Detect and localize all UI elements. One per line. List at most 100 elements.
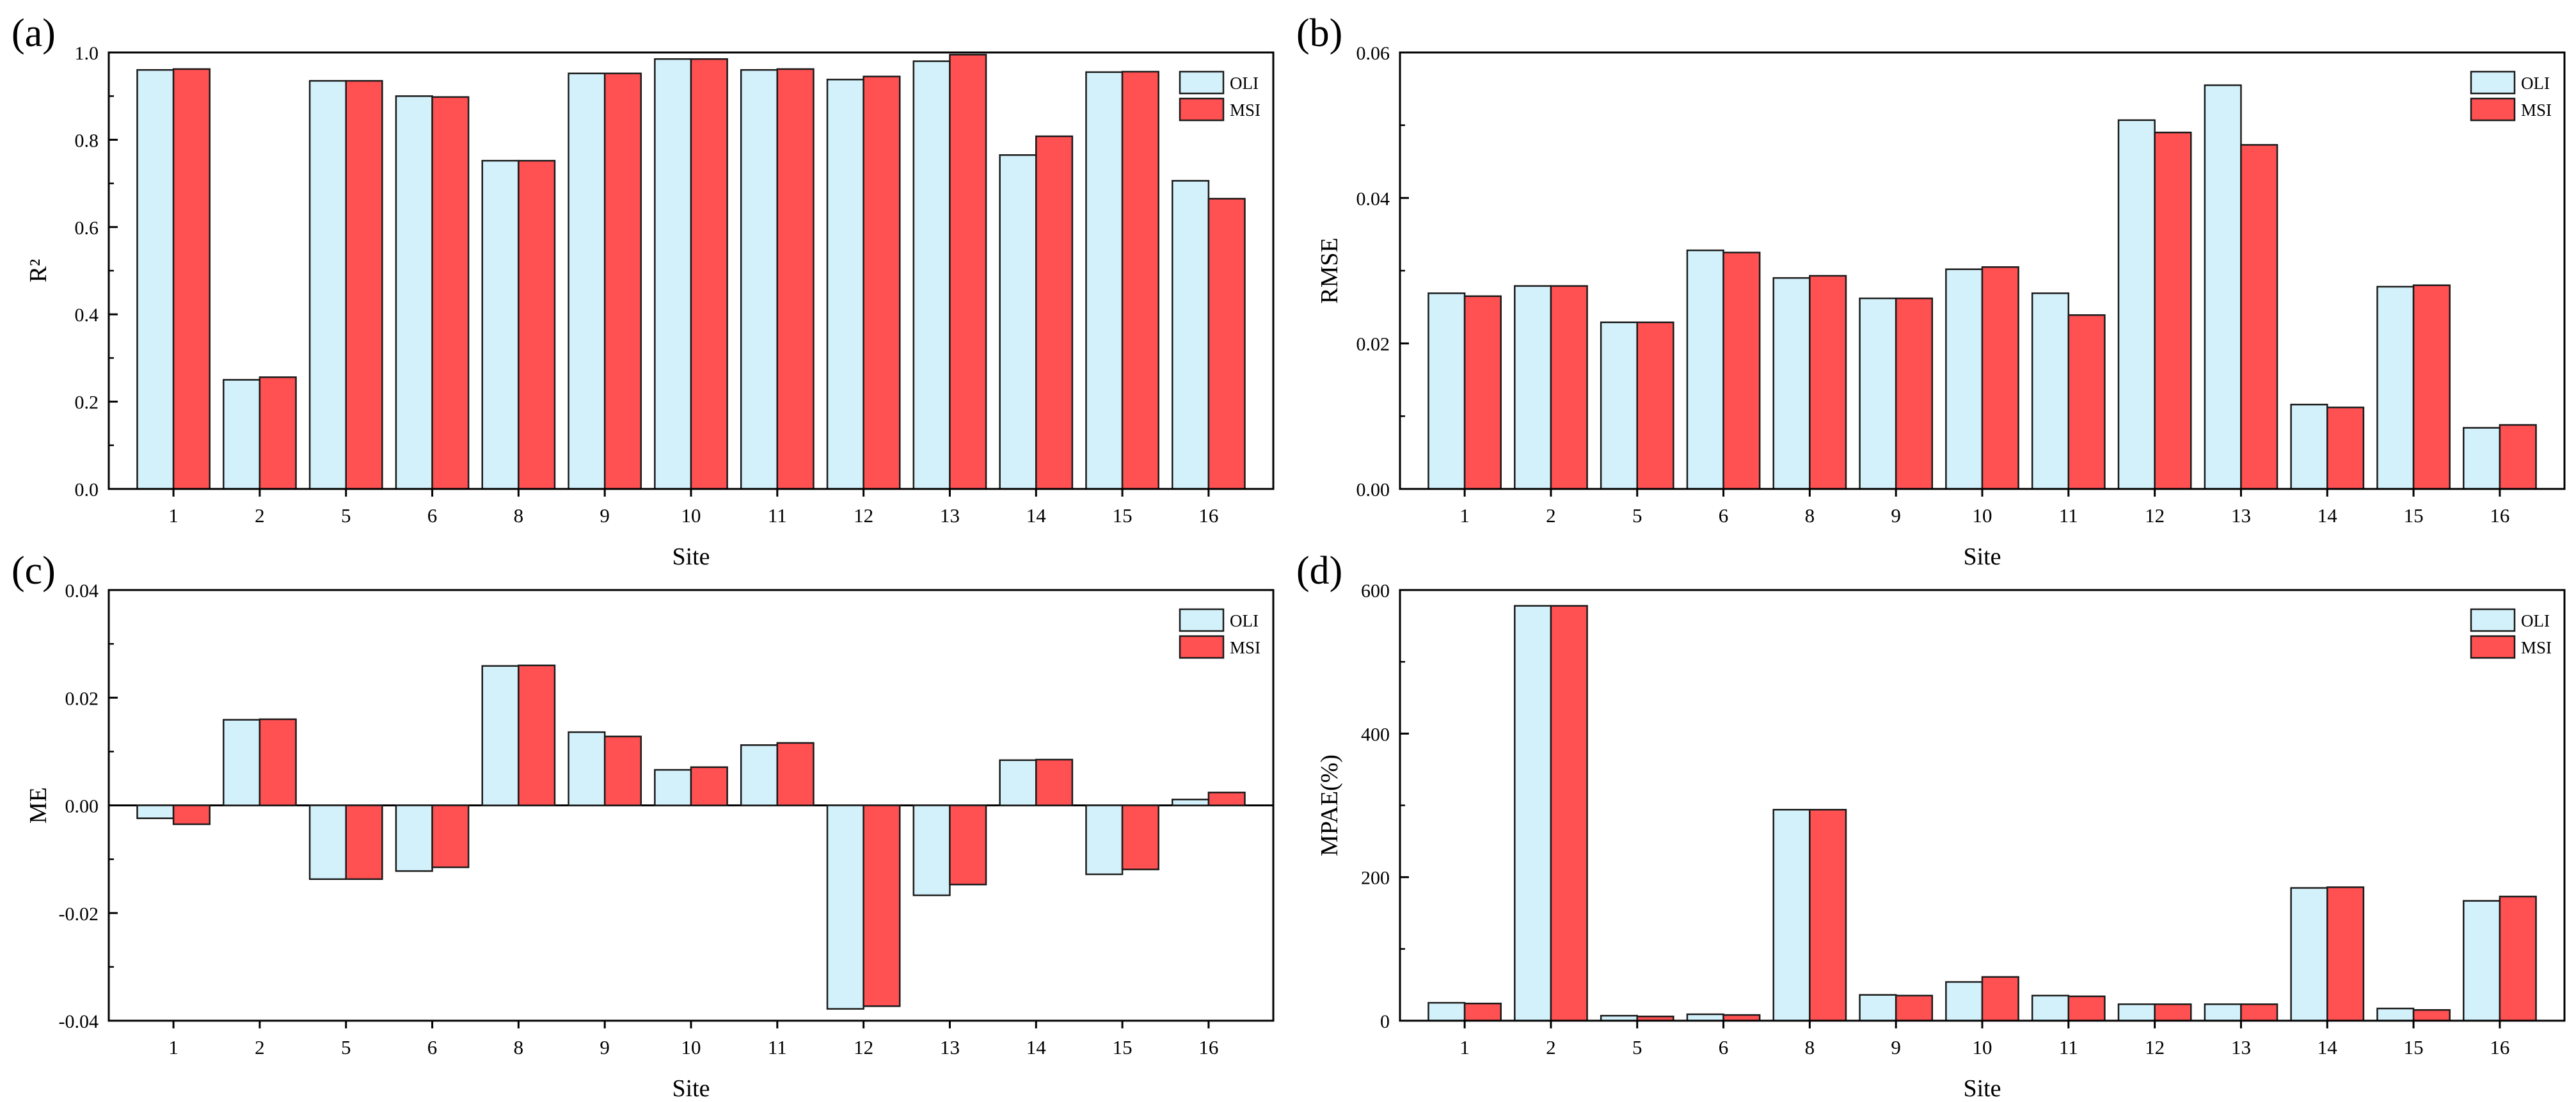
x-tick-label: 14 — [2318, 504, 2338, 527]
legend-swatch-oli — [2470, 70, 2516, 95]
bar-oli-site-8 — [481, 665, 520, 806]
x-tick-label: 9 — [600, 1036, 610, 1058]
legend-swatch-oli — [2470, 608, 2516, 632]
x-tick-label: 16 — [2490, 504, 2509, 527]
bar-oli-site-6 — [1686, 249, 1724, 490]
y-axis-title: ME — [25, 787, 52, 824]
bar-msi-site-9 — [1895, 297, 1934, 490]
bar-oli-site-2 — [223, 379, 261, 490]
bar-oli-site-8 — [1772, 277, 1811, 490]
x-tick-label: 9 — [1891, 504, 1901, 527]
bar-oli-site-9 — [568, 731, 606, 806]
legend-label-oli: OLI — [2521, 74, 2550, 93]
bar-oli-site-13 — [912, 60, 951, 490]
x-tick-label: 8 — [1805, 1036, 1815, 1058]
x-axis-title: Site — [1963, 1075, 2001, 1102]
x-tick-label: 12 — [2145, 1036, 2165, 1058]
bar-msi-site-15 — [2412, 1009, 2451, 1022]
bar-msi-site-14 — [2326, 886, 2365, 1022]
y-tick-label: 0.02 — [65, 688, 99, 709]
legend-swatch-msi — [1179, 635, 1225, 659]
bar-msi-site-11 — [2067, 995, 2106, 1022]
legend-label-msi: MSI — [1230, 100, 1260, 120]
bar-msi-site-16 — [2499, 424, 2537, 490]
panel-label: (c) — [12, 549, 56, 593]
bar-oli-site-1 — [1427, 1002, 1466, 1022]
bar-msi-site-15 — [2412, 284, 2451, 490]
bar-oli-site-14 — [2290, 403, 2328, 490]
bar-oli-site-13 — [912, 804, 951, 897]
bar-msi-site-13 — [2240, 1003, 2278, 1022]
bar-oli-site-8 — [481, 159, 520, 490]
y-tick-label: 0.04 — [65, 580, 99, 602]
bar-msi-site-2 — [1550, 605, 1588, 1022]
x-tick-label: 10 — [681, 504, 701, 527]
bar-msi-site-14 — [1035, 135, 1074, 490]
bar-oli-site-16 — [1172, 798, 1210, 806]
x-tick-label: 1 — [1459, 504, 1470, 527]
bar-msi-site-11 — [776, 742, 815, 806]
bar-msi-site-15 — [1121, 70, 1159, 490]
legend-label-msi: MSI — [2521, 100, 2552, 120]
bar-oli-site-12 — [2117, 119, 2156, 490]
bar-msi-site-8 — [1809, 808, 1847, 1022]
bar-msi-site-10 — [1981, 266, 2019, 490]
bar-msi-site-16 — [2499, 895, 2537, 1022]
bar-msi-site-2 — [1550, 285, 1588, 490]
x-tick-label: 9 — [600, 504, 610, 527]
y-tick-label: 400 — [1361, 724, 1390, 745]
bar-oli-site-6 — [1686, 1013, 1724, 1022]
bar-msi-site-14 — [1035, 758, 1074, 806]
bar-msi-site-8 — [1809, 275, 1847, 490]
x-tick-label: 12 — [2145, 504, 2165, 527]
bar-msi-site-14 — [2326, 406, 2365, 490]
x-tick-label: 2 — [1546, 504, 1556, 527]
y-tick-label: 0.6 — [75, 218, 99, 239]
y-tick-label: 200 — [1361, 868, 1390, 889]
legend-swatch-msi — [2470, 635, 2516, 659]
x-tick-label: 8 — [1805, 504, 1815, 527]
x-tick-label: 5 — [341, 504, 351, 527]
x-tick-label: 16 — [1198, 504, 1218, 527]
x-tick-label: 14 — [1026, 504, 1047, 527]
y-tick-label: 0.00 — [65, 796, 99, 817]
panel-label: (a) — [12, 12, 56, 55]
bar-msi-site-12 — [863, 76, 901, 490]
bar-oli-site-10 — [654, 769, 692, 806]
bar-msi-site-2 — [258, 718, 297, 806]
x-tick-label: 6 — [427, 504, 438, 527]
x-axis-title: Site — [672, 543, 710, 570]
y-tick-label: 0.2 — [75, 392, 99, 413]
legend-label-oli: OLI — [2521, 611, 2550, 630]
legend-swatch-oli — [1179, 608, 1225, 632]
bar-msi-site-1 — [1463, 295, 1502, 490]
x-tick-label: 8 — [514, 1036, 524, 1058]
bar-msi-site-5 — [1636, 321, 1674, 490]
x-tick-label: 15 — [2404, 1036, 2424, 1058]
bar-msi-site-8 — [518, 664, 556, 806]
bar-oli-site-10 — [1945, 981, 1984, 1022]
y-tick-label: 0.02 — [1356, 334, 1390, 355]
y-axis-title: MPAE(%) — [1316, 755, 1343, 856]
bar-oli-site-13 — [2204, 1003, 2242, 1022]
x-tick-label: 10 — [1973, 1036, 1992, 1058]
x-tick-label: 11 — [768, 1036, 787, 1058]
bar-oli-site-14 — [2290, 887, 2328, 1022]
bar-msi-site-15 — [1121, 804, 1159, 870]
bar-msi-site-1 — [1463, 1002, 1502, 1022]
panel-label: (d) — [1296, 549, 1342, 593]
x-tick-label: 15 — [1113, 1036, 1133, 1058]
bar-oli-site-16 — [2463, 427, 2501, 490]
bar-oli-site-15 — [2376, 285, 2415, 490]
bar-msi-site-2 — [258, 376, 297, 490]
bar-msi-site-6 — [431, 96, 470, 490]
bar-msi-site-10 — [1981, 976, 2019, 1022]
bar-oli-site-6 — [395, 804, 433, 872]
bar-msi-site-13 — [949, 804, 987, 886]
bar-oli-site-1 — [1427, 292, 1466, 490]
x-tick-label: 6 — [427, 1036, 438, 1058]
legend-label-oli: OLI — [1230, 611, 1259, 630]
x-tick-label: 1 — [168, 504, 179, 527]
x-tick-label: 13 — [2231, 504, 2251, 527]
x-tick-label: 8 — [514, 504, 524, 527]
